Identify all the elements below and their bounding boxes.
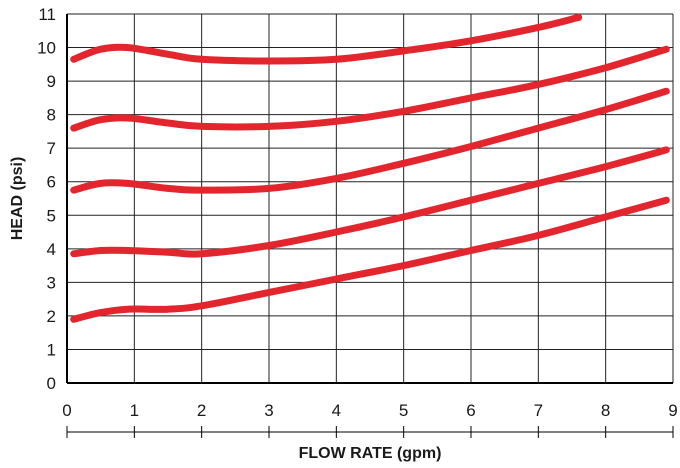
y-tick-label: 1 — [47, 340, 56, 359]
x-tick-label: 2 — [197, 401, 206, 420]
series-line — [70, 87, 670, 194]
x-scale-bar-ticks — [66, 426, 674, 438]
x-tick-label: 8 — [601, 401, 610, 420]
x-axis-title: FLOW RATE (gpm) — [299, 445, 442, 462]
series-lines — [70, 13, 670, 323]
y-tick-label: 0 — [47, 374, 56, 393]
x-tick-label: 4 — [332, 401, 341, 420]
series-line — [70, 13, 583, 65]
x-tick-label: 3 — [264, 401, 273, 420]
y-tick-label: 6 — [47, 173, 56, 192]
y-tick-label: 3 — [47, 273, 56, 292]
y-tick-label: 8 — [47, 106, 56, 125]
series-line — [70, 146, 670, 258]
series-line — [70, 45, 670, 132]
y-axis-title: HEAD (psi) — [9, 157, 26, 241]
y-tick-label: 10 — [37, 39, 56, 58]
axes — [66, 14, 673, 433]
y-tick-label: 7 — [47, 139, 56, 158]
series-line — [70, 196, 670, 323]
y-tick-label: 4 — [47, 240, 56, 259]
x-tick-label: 5 — [399, 401, 408, 420]
y-tick-label: 2 — [47, 307, 56, 326]
x-tick-label: 7 — [534, 401, 543, 420]
y-tick-label: 9 — [47, 72, 56, 91]
y-tick-labels: 0 1 2 3 4 5 6 7 8 9 10 11 — [37, 5, 56, 393]
x-tick-label: 1 — [130, 401, 139, 420]
grid — [66, 13, 674, 384]
y-tick-label: 11 — [38, 5, 56, 24]
y-tick-label: 5 — [47, 206, 56, 225]
x-tick-label: 9 — [668, 401, 677, 420]
x-tick-label: 6 — [466, 401, 475, 420]
x-tick-label: 0 — [62, 401, 71, 420]
x-tick-labels: 0 1 2 3 4 5 6 7 8 9 — [62, 401, 677, 420]
